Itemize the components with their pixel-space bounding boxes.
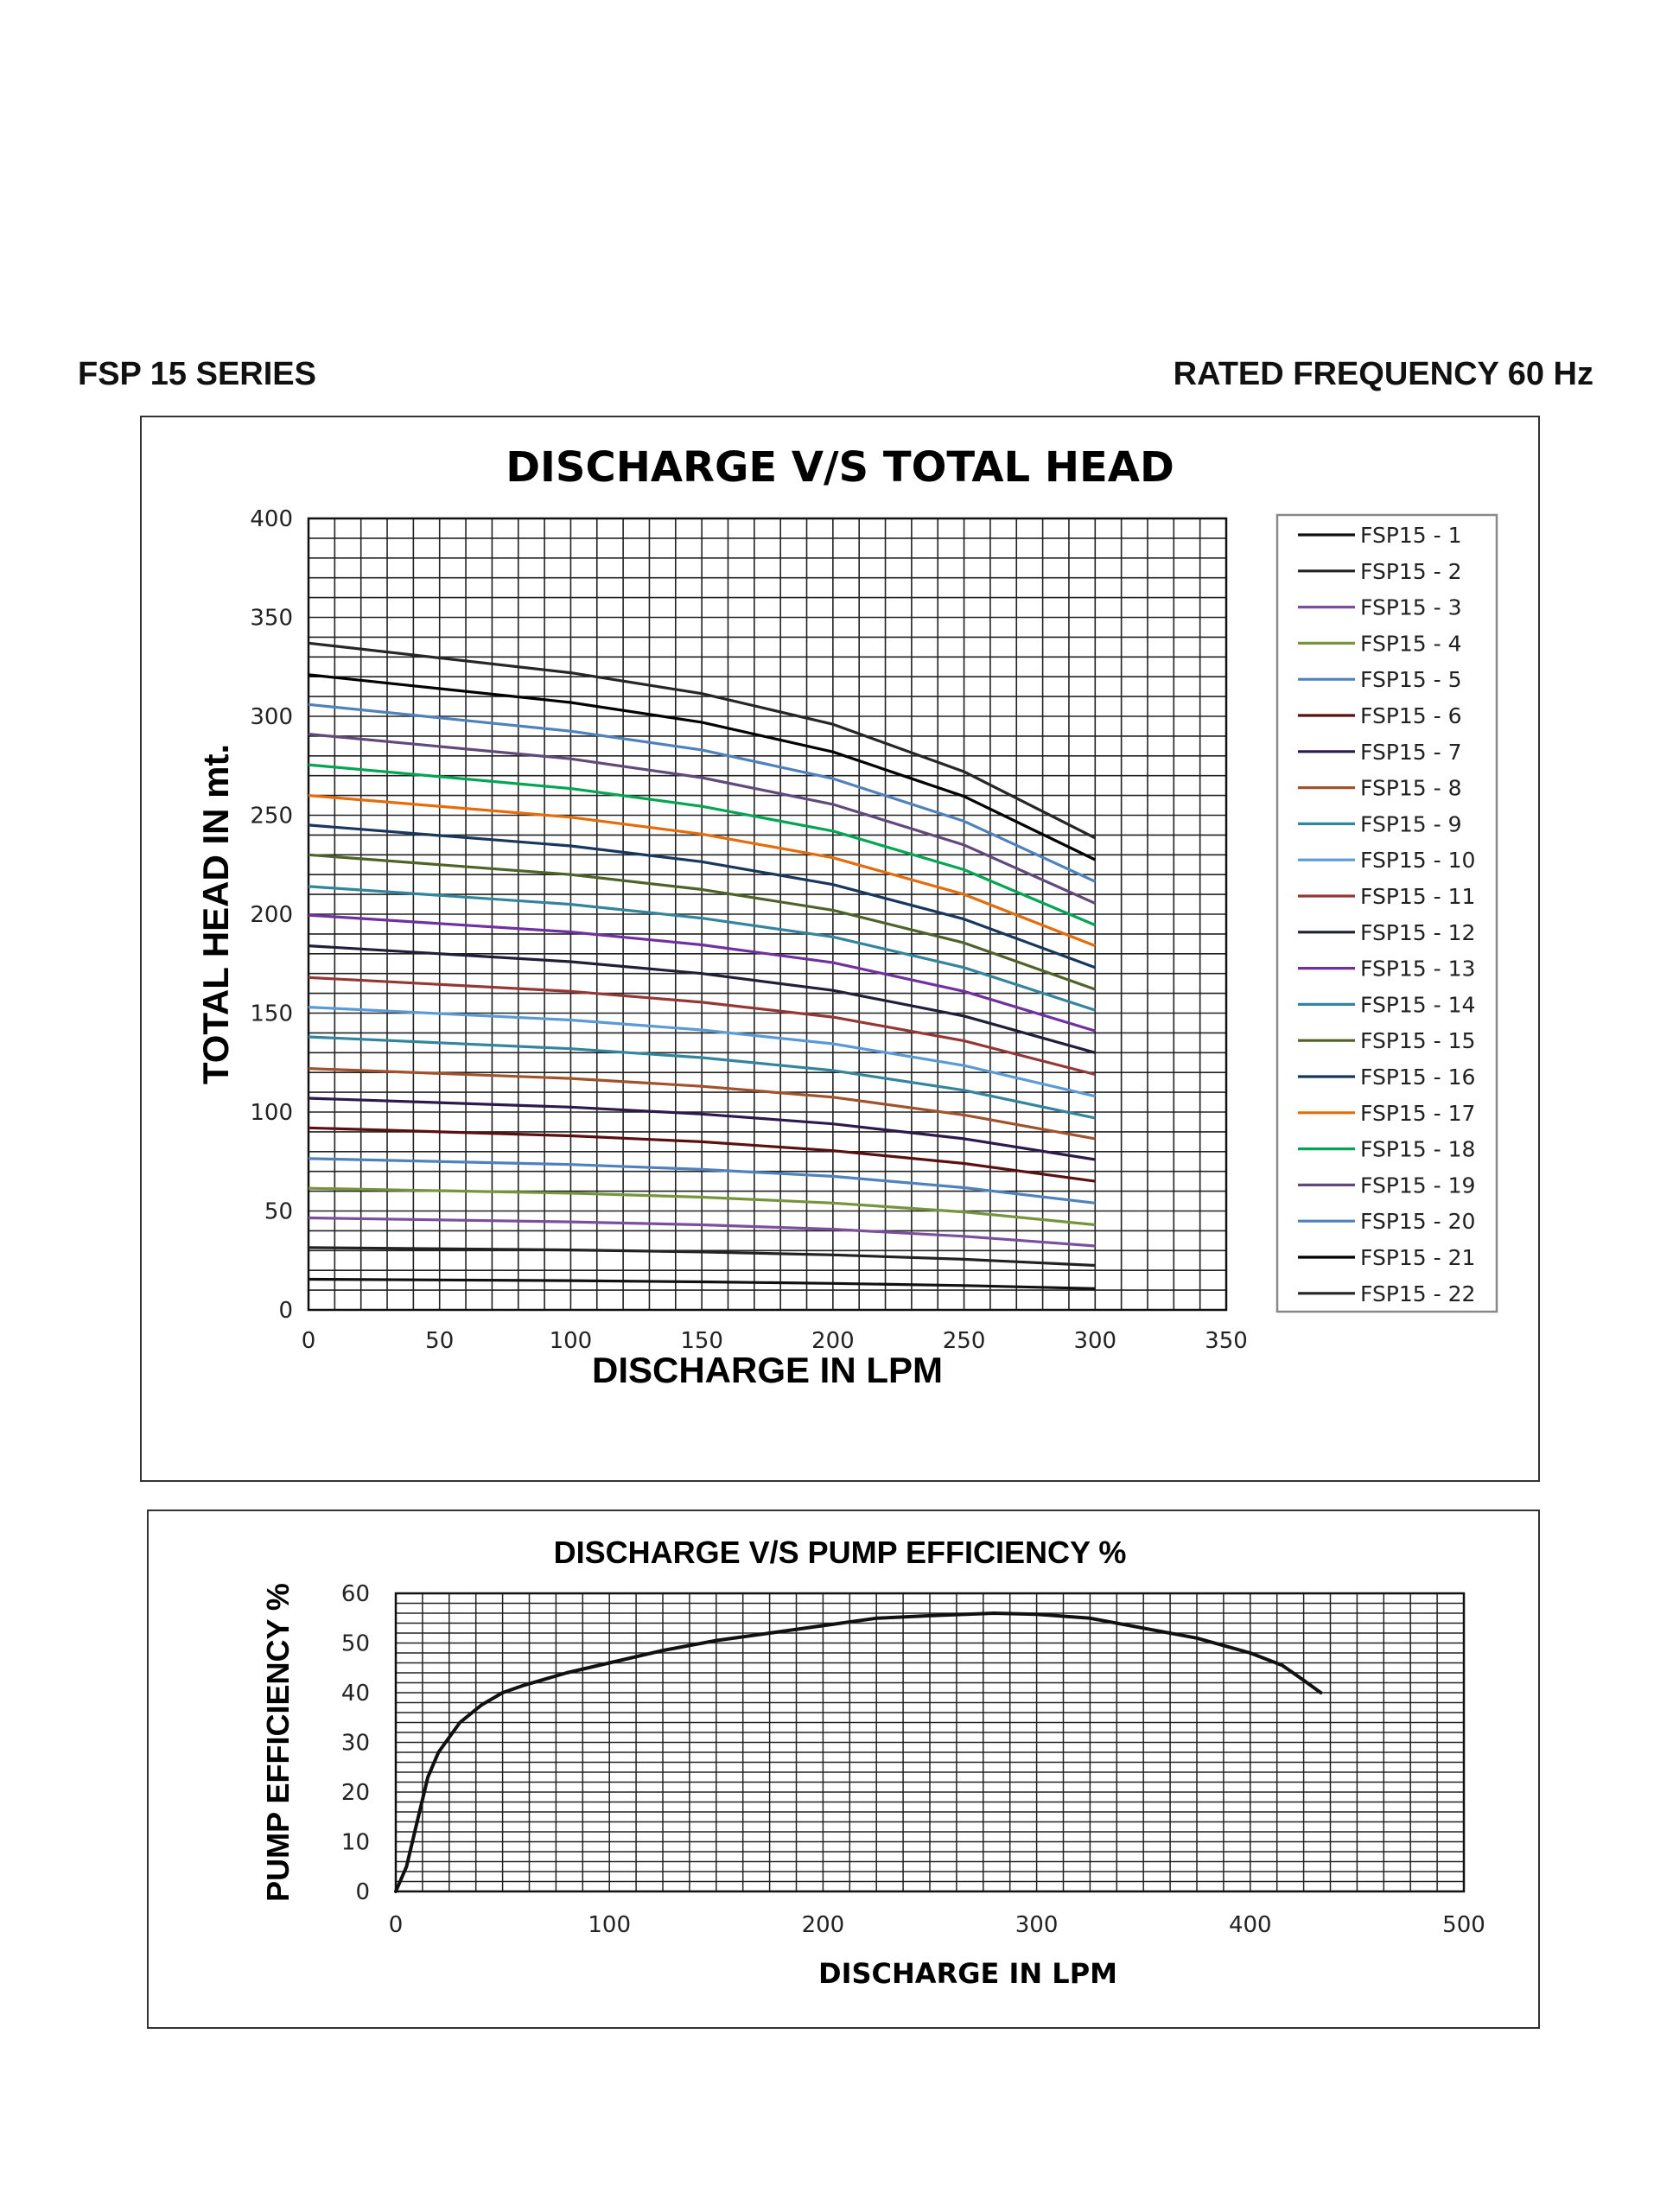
y-tick-label: 400 — [250, 506, 293, 532]
x-tick-label: 200 — [811, 1328, 855, 1354]
legend-entry: FSP15 - 8 — [1360, 776, 1462, 801]
efficiency-curve — [394, 1611, 1323, 1893]
y-tick-label: 20 — [341, 1780, 370, 1806]
y-tick-label: 200 — [250, 902, 293, 928]
legend-entry: FSP15 - 17 — [1360, 1101, 1475, 1126]
y-tick-label: 30 — [341, 1731, 370, 1757]
x-tick-label: 300 — [1073, 1328, 1116, 1354]
series-line-2 — [308, 1246, 1096, 1268]
legend-entry: FSP15 - 20 — [1360, 1209, 1475, 1234]
legend-entry: FSP15 - 22 — [1360, 1281, 1475, 1306]
x-axis-label: DISCHARGE IN LPM — [592, 1350, 943, 1390]
x-tick-label: 50 — [425, 1328, 454, 1354]
chart-title: DISCHARGE V/S PUMP EFFICIENCY % — [554, 1535, 1127, 1570]
legend-entry: FSP15 - 18 — [1360, 1137, 1475, 1162]
series-line-12 — [308, 944, 1096, 1054]
series-line-10 — [308, 1006, 1096, 1098]
series-line-9 — [308, 1035, 1096, 1120]
plot-frame — [394, 1592, 1466, 1893]
legend-entry: FSP15 - 9 — [1360, 811, 1462, 836]
frequency-heading: RATED FREQUENCY 60 Hz — [1173, 356, 1593, 392]
y-tick-label: 150 — [250, 1001, 293, 1027]
y-tick-label: 300 — [250, 704, 293, 730]
series-line-20 — [308, 702, 1096, 883]
y-tick-label: 100 — [250, 1100, 293, 1126]
legend-entry: FSP15 - 12 — [1360, 920, 1475, 945]
x-axis-label: DISCHARGE IN LPM — [818, 1957, 1117, 1990]
x-tick-label: 300 — [1015, 1912, 1059, 1938]
series-line-11 — [308, 976, 1096, 1077]
x-tick-label: 400 — [1229, 1912, 1272, 1938]
grid — [308, 518, 1227, 1311]
y-tick-label: 0 — [278, 1298, 293, 1324]
x-tick-label: 100 — [550, 1328, 593, 1354]
series-line-6 — [308, 1126, 1096, 1183]
series-line-16 — [308, 823, 1096, 969]
chart-title: DISCHARGE V/S TOTAL HEAD — [506, 443, 1174, 492]
head-chart-panel: DISCHARGE V/S TOTAL HEAD 0 50 100 150 200 250 3… — [140, 416, 1540, 1482]
y-tick-label: 0 — [355, 1879, 370, 1905]
legend-entry: FSP15 - 14 — [1360, 992, 1475, 1017]
y-axis-label: PUMP EFFICIENCY % — [260, 1583, 296, 1902]
y-tick-label: 50 — [264, 1199, 293, 1225]
y-tick-label: 60 — [341, 1581, 370, 1607]
x-tick-label: 200 — [802, 1912, 845, 1938]
y-tick-label: 250 — [250, 804, 293, 830]
plot-frame — [307, 517, 1228, 1312]
legend-box — [1275, 513, 1498, 1313]
series-line-8 — [308, 1067, 1096, 1141]
legend-entry: FSP15 - 6 — [1360, 703, 1462, 728]
x-tick-label: 0 — [389, 1912, 404, 1938]
y-tick-label: 350 — [250, 606, 293, 632]
y-tick-label: 50 — [341, 1631, 370, 1657]
grid — [395, 1592, 1465, 1892]
legend-entry: FSP15 - 1 — [1360, 523, 1462, 548]
x-tick-label: 500 — [1442, 1912, 1485, 1938]
efficiency-chart-panel: DISCHARGE V/S PUMP EFFICIENCY % 0 100 200 30… — [147, 1510, 1540, 2029]
head-chart: DISCHARGE V/S TOTAL HEAD 0 50 100 150 200 250 3… — [195, 443, 1498, 1390]
legend-entry: FSP15 - 11 — [1360, 884, 1475, 909]
series-line-17 — [308, 794, 1096, 948]
x-tick-label: 250 — [943, 1328, 986, 1354]
legend-entry: FSP15 - 15 — [1360, 1028, 1475, 1053]
series-line-15 — [308, 853, 1096, 991]
y-tick-label: 10 — [341, 1830, 370, 1856]
legend-entry: FSP15 - 7 — [1360, 740, 1462, 765]
x-tick-label: 0 — [302, 1328, 316, 1354]
series-line-22 — [308, 641, 1097, 840]
x-tick-label: 100 — [588, 1912, 631, 1938]
series-heading: FSP 15 SERIES — [78, 356, 316, 392]
x-tick-label: 350 — [1205, 1328, 1248, 1354]
series-line-4 — [308, 1186, 1096, 1227]
legend-entry: FSP15 - 13 — [1360, 957, 1475, 982]
efficiency-chart: DISCHARGE V/S PUMP EFFICIENCY %0 100 200 30… — [260, 1535, 1485, 1990]
series-line-14 — [308, 885, 1096, 1012]
series-line-1 — [308, 1277, 1096, 1290]
y-axis-label: TOTAL HEAD IN mt. — [195, 744, 236, 1084]
legend-entry: FSP15 - 4 — [1360, 631, 1462, 656]
series-line-13 — [308, 913, 1096, 1033]
x-tick-label: 150 — [680, 1328, 723, 1354]
legend-entry: FSP15 - 19 — [1360, 1173, 1475, 1198]
series-line-18 — [308, 763, 1096, 927]
legend-entry: FSP15 - 16 — [1360, 1065, 1475, 1090]
legend-entry: FSP15 - 2 — [1360, 559, 1462, 584]
series-line-3 — [308, 1216, 1096, 1248]
series-line-19 — [308, 733, 1096, 905]
legend-entry: FSP15 - 3 — [1360, 595, 1462, 620]
y-tick-label: 40 — [341, 1681, 370, 1707]
legend-entry: FSP15 - 21 — [1360, 1245, 1475, 1270]
legend-entry: FSP15 - 10 — [1360, 848, 1475, 873]
legend-entry: FSP15 - 5 — [1360, 667, 1462, 692]
series-line-7 — [308, 1096, 1096, 1161]
series-line-21 — [308, 673, 1096, 861]
series-line-5 — [308, 1157, 1096, 1205]
